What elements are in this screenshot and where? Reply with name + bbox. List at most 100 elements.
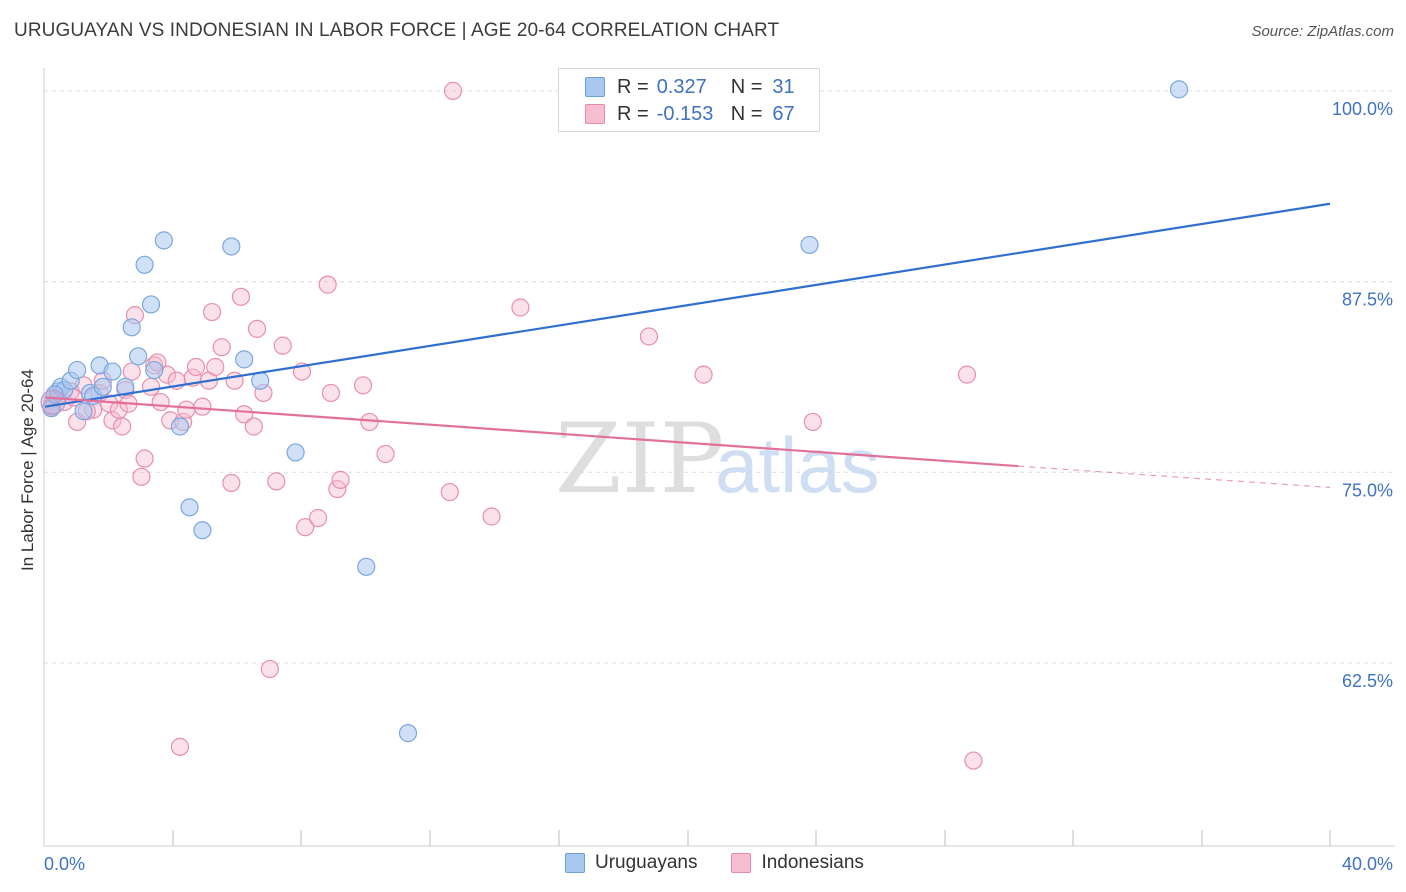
- indonesian-trend-extrapolation: [1018, 465, 1331, 489]
- y-tick-label: 75.0%: [1342, 480, 1393, 500]
- legend-item-uruguayans[interactable]: Uruguayans: [565, 852, 697, 874]
- y-tick-label: 62.5%: [1342, 671, 1393, 691]
- uruguayan-point: [170, 417, 190, 436]
- indonesian-point: [964, 751, 983, 770]
- legend-r-value: 0.327: [656, 75, 707, 98]
- legend-n-value: 67: [772, 102, 795, 125]
- uruguayan-point: [103, 362, 122, 381]
- indonesian-point: [141, 377, 161, 396]
- x-tick-label: 0.0%: [44, 854, 85, 874]
- legend-r-label: R =: [617, 75, 649, 98]
- uruguayan-point: [251, 371, 270, 390]
- watermark-atlas: atlas: [715, 421, 880, 509]
- uruguayan-point: [129, 347, 148, 366]
- uruguayan-point: [74, 402, 93, 421]
- uruguayan-trend-line: [44, 202, 1331, 408]
- indonesian-point: [321, 383, 341, 403]
- uruguayan-point: [235, 350, 254, 369]
- uruguayan-point: [180, 498, 199, 517]
- indonesian-point: [296, 518, 315, 537]
- indonesian-point: [482, 507, 501, 526]
- legend-n-label: N =: [730, 75, 763, 98]
- uruguayan-point: [1169, 80, 1189, 99]
- uruguayan-point: [154, 231, 173, 250]
- y-tick-label: 100.0%: [1332, 99, 1393, 119]
- uruguayan-point: [357, 557, 376, 576]
- legend-row-uruguayans: R = 0.327 N = 31: [585, 74, 795, 100]
- indonesian-point: [353, 376, 373, 395]
- indonesian-point: [247, 319, 267, 338]
- indonesian-point: [694, 365, 713, 384]
- overlap-point: [40, 389, 66, 415]
- indonesian-point: [103, 411, 122, 430]
- indonesian-point: [193, 397, 212, 416]
- correlation-legend: R = 0.327 N = 31 R = -0.153 N = 67: [558, 68, 820, 132]
- uruguayan-point: [116, 377, 135, 396]
- series-legend: Uruguayans Indonesians: [565, 852, 898, 874]
- indonesian-point: [135, 449, 154, 468]
- indonesian-point: [206, 357, 225, 377]
- indonesian-point: [443, 81, 463, 100]
- uruguayan-point: [398, 724, 418, 743]
- legend-label-uruguayans: Uruguayans: [595, 852, 698, 873]
- uruguayan-point: [286, 443, 305, 462]
- indonesian-point: [202, 302, 222, 322]
- y-axis-label: In Labor Force | Age 20-64: [18, 369, 37, 571]
- watermark: ZIP atlas: [555, 403, 880, 515]
- x-tick-label: 40.0%: [1342, 854, 1393, 874]
- indonesian-trend-line: [44, 396, 1019, 468]
- chart-title: URUGUAYAN VS INDONESIAN IN LABOR FORCE |…: [14, 20, 780, 41]
- indonesian-point: [177, 400, 196, 419]
- uruguayan-point: [222, 237, 241, 256]
- legend-row-indonesians: R = -0.153 N = 67: [585, 101, 795, 127]
- legend-swatch-indonesians: [731, 853, 752, 873]
- indonesian-point: [267, 472, 286, 491]
- indonesian-point: [231, 287, 251, 306]
- grid-lines: [44, 90, 1395, 664]
- indonesian-point: [331, 470, 350, 489]
- legend-r-label: R =: [617, 102, 649, 125]
- uruguayan-point: [193, 521, 212, 540]
- indonesian-point: [376, 444, 395, 464]
- indonesian-point: [511, 298, 530, 317]
- y-tick-label: 87.5%: [1342, 290, 1393, 310]
- uruguayan-point: [145, 360, 164, 380]
- legend-n-label: N =: [730, 102, 763, 125]
- indonesian-point: [122, 362, 141, 381]
- indonesian-point: [132, 467, 151, 486]
- indonesian-point: [212, 338, 231, 357]
- indonesian-point: [186, 357, 206, 377]
- legend-r-value: -0.153: [656, 102, 714, 125]
- indonesian-point: [244, 417, 263, 436]
- indonesian-point: [170, 737, 190, 756]
- legend-swatch-uruguayans: [585, 77, 605, 97]
- indonesian-point: [803, 412, 822, 432]
- axes: [43, 68, 1395, 847]
- legend-n-value: 31: [772, 75, 795, 98]
- uruguayan-point: [141, 295, 161, 314]
- tick-labels: 62.5% 75.0% 87.5% 100.0% 0.0% 40.0%: [44, 99, 1393, 874]
- watermark-zip: ZIP: [555, 403, 724, 515]
- legend-label-indonesians: Indonesians: [761, 852, 864, 873]
- uruguayan-point: [93, 377, 112, 396]
- indonesian-point: [112, 417, 132, 436]
- indonesian-point: [260, 659, 279, 679]
- indonesian-point: [957, 365, 977, 384]
- legend-item-indonesians[interactable]: Indonesians: [731, 852, 864, 874]
- trend-lines: [44, 202, 1331, 489]
- source-label: Source: ZipAtlas.com: [1251, 23, 1394, 40]
- indonesian-point: [235, 405, 254, 424]
- legend-swatch-uruguayans: [565, 853, 585, 873]
- indonesian-point: [273, 336, 292, 355]
- indonesian-point: [318, 275, 337, 294]
- indonesian-point: [308, 508, 328, 528]
- indonesian-point: [360, 412, 379, 432]
- uruguayan-point: [800, 235, 819, 255]
- uruguayan-point: [68, 360, 87, 380]
- legend-swatch-indonesians: [585, 104, 605, 124]
- indonesian-point: [639, 327, 659, 346]
- uruguayan-point: [135, 255, 154, 274]
- data-points: [40, 80, 1189, 770]
- indonesian-point: [440, 482, 459, 502]
